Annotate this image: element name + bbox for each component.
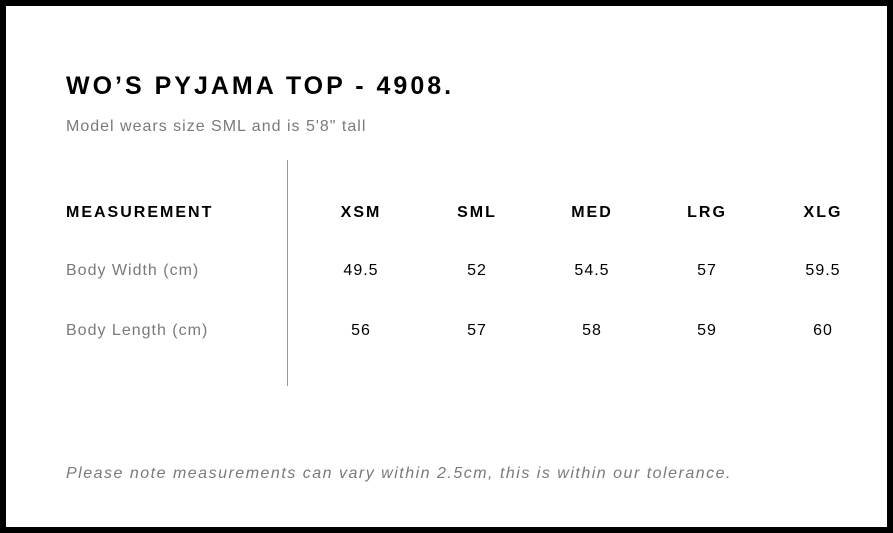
table-cell: 52 — [467, 262, 487, 279]
row-label-body-width: Body Width (cm) — [66, 262, 200, 279]
measurement-header: MEASUREMENT — [66, 204, 214, 221]
table-cell: 60 — [813, 322, 833, 339]
size-header-sml: SML — [457, 204, 497, 221]
size-header-med: MED — [571, 204, 613, 221]
table-cell: 56 — [351, 322, 371, 339]
row-label-body-length: Body Length (cm) — [66, 322, 209, 339]
table-divider — [287, 160, 288, 386]
tolerance-note: Please note measurements can vary within… — [66, 465, 732, 482]
size-header-xsm: XSM — [340, 204, 382, 221]
table-cell: 58 — [582, 322, 602, 339]
table-cell: 59 — [697, 322, 717, 339]
size-header-xlg: XLG — [803, 204, 843, 221]
table-cell: 57 — [467, 322, 487, 339]
table-cell: 59.5 — [805, 262, 841, 279]
table-cell: 49.5 — [343, 262, 379, 279]
size-header-lrg: LRG — [687, 204, 727, 221]
page-title: WO’S PYJAMA TOP - 4908. — [66, 72, 455, 100]
table-cell: 54.5 — [574, 262, 610, 279]
table-cell: 57 — [697, 262, 717, 279]
model-info: Model wears size SML and is 5'8" tall — [66, 118, 367, 135]
